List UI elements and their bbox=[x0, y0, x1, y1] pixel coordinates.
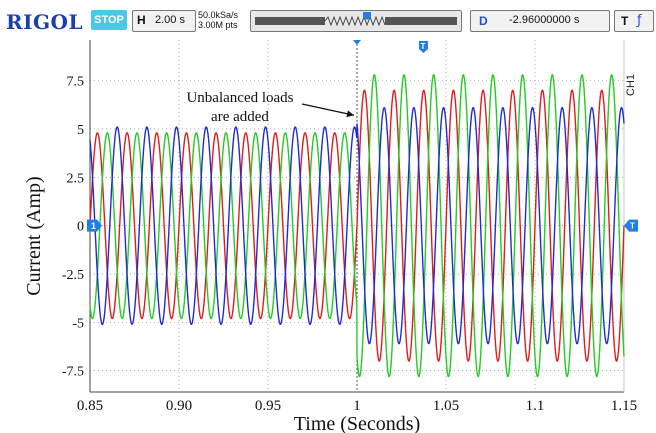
y-tick-label: 0 bbox=[77, 220, 84, 235]
annotation-line-1: Unbalanced loads bbox=[186, 90, 293, 106]
memory-trigger-marker-icon bbox=[363, 12, 371, 20]
horizontal-scale-value: 2.00 s bbox=[155, 14, 185, 26]
trigger-level-marker-label: T bbox=[630, 222, 635, 231]
x-tick-label: 0.90 bbox=[166, 398, 192, 414]
horizontal-scale-box[interactable]: H 2.00 s bbox=[132, 10, 196, 32]
horizontal-key-label: H bbox=[137, 13, 146, 27]
channel-1-marker-label: 1 bbox=[91, 221, 96, 231]
channel-1-level-marker-icon[interactable] bbox=[87, 219, 102, 232]
y-tick-label: -2.5 bbox=[62, 268, 84, 283]
trigger-level-marker-icon[interactable] bbox=[624, 219, 638, 232]
y-tick-label: 7.5 bbox=[67, 75, 85, 90]
rigol-logo: RIGOL bbox=[6, 10, 84, 34]
x-tick-label: 0.85 bbox=[77, 398, 103, 414]
scope-markers: 1 T T bbox=[87, 40, 638, 232]
x-tick-label: 1.15 bbox=[611, 398, 637, 414]
series-layer bbox=[89, 73, 625, 378]
annotation-arrowhead bbox=[346, 110, 354, 118]
annotation-arrow bbox=[301, 103, 355, 116]
current-waveform-chart: 0.85 0.90 0.95 1 1.05 1.1 1.15 7.5 5 2.5 0 -2.5 -5 -7… bbox=[23, 40, 638, 433]
trigger-key-label: T bbox=[621, 14, 629, 28]
y-tick-label: 2.5 bbox=[67, 171, 85, 186]
series-line bbox=[89, 106, 625, 345]
annotation: Unbalanced loads are added bbox=[186, 90, 355, 125]
tick-labels: 0.85 0.90 0.95 1 1.05 1.1 1.15 7.5 5 2.5 0 -2.5 -5 -7… bbox=[62, 75, 637, 414]
x-tick-label: 1 bbox=[353, 398, 361, 414]
trigger-box[interactable]: T ƒ bbox=[614, 10, 654, 32]
delay-key-label: D bbox=[479, 14, 488, 28]
acquisition-info: 50.0kSa/s 3.00M pts bbox=[198, 10, 238, 30]
sample-rate-text: 50.0kSa/s bbox=[198, 10, 239, 20]
memory-depth-text: 3.00M pts bbox=[198, 20, 238, 30]
trigger-marker-label: T bbox=[421, 42, 426, 51]
scope-status-bar: RIGOL STOP H 2.00 s 50.0kSa/s 3.00M pts … bbox=[0, 0, 656, 40]
annotation-line-2: are added bbox=[211, 109, 269, 125]
channel-tag: CH1 bbox=[625, 74, 637, 96]
x-tick-label: 0.95 bbox=[255, 398, 281, 414]
y-axis-label: Current (Amp) bbox=[23, 176, 45, 295]
memory-overview-waveform bbox=[255, 12, 457, 27]
y-tick-label: 5 bbox=[77, 123, 84, 138]
x-axis-label: Time (Seconds) bbox=[294, 413, 420, 433]
run-stop-button[interactable]: STOP bbox=[91, 10, 127, 30]
trigger-position-marker-icon[interactable] bbox=[353, 40, 428, 53]
x-tick-label: 1.05 bbox=[433, 398, 459, 414]
y-tick-label: -5 bbox=[72, 316, 84, 331]
series-line bbox=[89, 73, 625, 378]
delay-value: -2.96000000 s bbox=[509, 14, 580, 26]
trigger-edge-icon: ƒ bbox=[637, 13, 642, 28]
series-line bbox=[89, 89, 625, 362]
y-tick-label: -7.5 bbox=[62, 365, 84, 380]
x-tick-label: 1.1 bbox=[526, 398, 545, 414]
delay-box[interactable]: D -2.96000000 s bbox=[470, 10, 610, 32]
memory-overview-bar[interactable] bbox=[250, 10, 462, 32]
